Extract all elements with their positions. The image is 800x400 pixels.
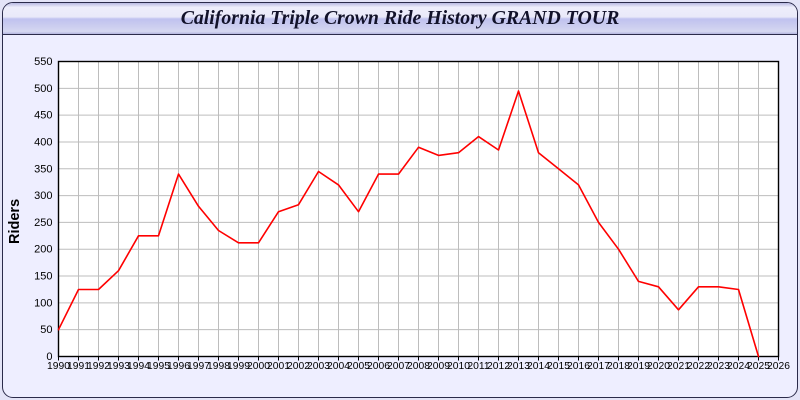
svg-text:50: 50 [40,324,52,336]
svg-text:300: 300 [34,190,52,202]
svg-text:200: 200 [34,244,52,256]
svg-text:2026: 2026 [767,361,790,372]
svg-text:250: 250 [34,217,52,229]
svg-text:350: 350 [34,163,52,175]
svg-text:100: 100 [34,297,52,309]
svg-text:400: 400 [34,136,52,148]
svg-text:450: 450 [34,110,52,122]
svg-text:150: 150 [34,271,52,283]
svg-text:500: 500 [34,83,52,95]
svg-text:550: 550 [34,56,52,68]
